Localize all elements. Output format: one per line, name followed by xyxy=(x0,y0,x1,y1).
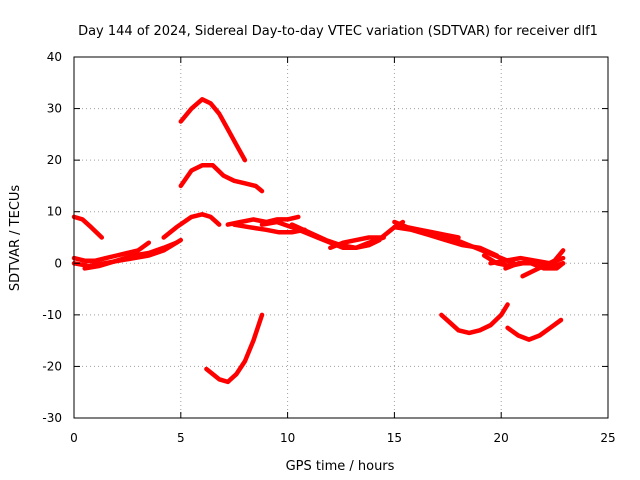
y-tick-label: -20 xyxy=(42,359,62,373)
chart-title: Day 144 of 2024, Sidereal Day-to-day VTE… xyxy=(78,24,598,39)
series-arc-06 xyxy=(178,97,248,163)
y-tick-label: 0 xyxy=(54,256,62,270)
y-tick-label: 10 xyxy=(47,205,62,219)
grid xyxy=(74,57,608,418)
series-arc-05 xyxy=(161,212,222,240)
series-arc-22 xyxy=(505,317,564,342)
series-arc-01 xyxy=(71,214,105,240)
series-arc-04 xyxy=(82,240,179,271)
series-arc-10 xyxy=(231,222,307,235)
series-arc-16 xyxy=(434,232,517,266)
series-arc-07 xyxy=(178,163,265,194)
x-tick-label: 25 xyxy=(600,431,615,445)
y-tick-label: -10 xyxy=(42,308,62,322)
x-axis-label: GPS time / hours xyxy=(286,459,395,474)
x-tick-label: 15 xyxy=(387,431,402,445)
x-tick-label: 20 xyxy=(494,431,509,445)
x-tick-label: 0 xyxy=(70,431,78,445)
series-arc-08 xyxy=(204,312,265,385)
x-tick-label: 10 xyxy=(280,431,295,445)
series-arc-20 xyxy=(503,261,566,271)
y-tick-label: 40 xyxy=(47,50,62,64)
y-tick-label: 20 xyxy=(47,153,62,167)
y-tick-label: 30 xyxy=(47,102,62,116)
x-tick-label: 5 xyxy=(177,431,185,445)
series-arc-02 xyxy=(71,240,152,263)
axis-ticks: 0 5 10 15 20 25 -30 -20 -10 0 10 20 30 40 xyxy=(42,50,615,445)
series-arc-21 xyxy=(439,302,510,336)
y-tick-label: -30 xyxy=(42,411,62,425)
series-arc-19 xyxy=(520,248,566,279)
y-axis-label: SDTVAR / TECUs xyxy=(8,185,23,292)
series-layer xyxy=(71,97,566,385)
plot-frame xyxy=(73,56,609,419)
